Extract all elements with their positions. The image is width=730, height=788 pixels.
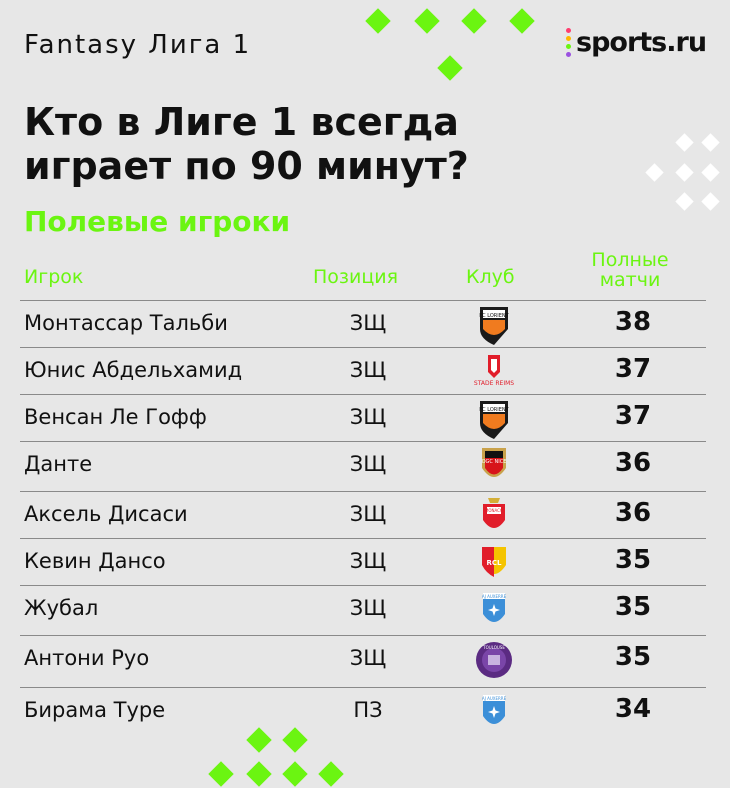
full-matches-value: 34: [614, 694, 652, 724]
diamond-decoration-icon: [675, 133, 694, 152]
diamond-decoration-icon: [701, 133, 720, 152]
table-row: Данте ЗЩ OGC NICE 36: [20, 441, 706, 489]
logo-dots-icon: [566, 28, 571, 57]
club-crest-text: STADE REIMS: [474, 380, 514, 387]
page-title: Кто в Лиге 1 всегда играет по 90 минут?: [24, 100, 644, 188]
sports-ru-logo: sports.ru: [566, 27, 707, 58]
club-crest-text: OGC NICE: [482, 459, 507, 465]
club-crest-text: FC LORIENT: [479, 313, 509, 319]
club-crest-text: FC LORIENT: [479, 407, 509, 413]
player-position: ЗЩ: [349, 405, 387, 429]
table-row: Монтассар Тальби ЗЩ FC LORIENT 38: [20, 300, 706, 348]
player-position: ЗЩ: [349, 596, 387, 620]
player-name: Жубал: [24, 596, 99, 620]
diamond-decoration-icon: [675, 163, 694, 182]
title-line-1: Кто в Лиге 1 всегда: [24, 100, 459, 144]
player-name: Аксель Дисаси: [24, 502, 188, 526]
diamond-decoration-icon: [318, 761, 344, 787]
player-position: ПЗ: [353, 698, 383, 722]
club-crest-text: AJ AUXERRE: [482, 696, 507, 701]
table-row: Юнис Абдельхамид ЗЩ STADE REIMS 37: [20, 347, 706, 395]
diamond-decoration-icon: [701, 163, 720, 182]
player-name: Монтассар Тальби: [24, 311, 228, 335]
diamond-decoration-icon: [414, 8, 440, 34]
full-matches-value: 37: [614, 354, 652, 384]
full-matches-value: 35: [614, 545, 652, 575]
full-matches-value: 35: [614, 642, 652, 672]
club-crest-icon: TOULOUSE: [468, 640, 520, 680]
table-row: Венсан Ле Гофф ЗЩ FC LORIENT 37: [20, 394, 706, 442]
full-matches-value: 37: [614, 401, 652, 431]
diamond-decoration-icon: [208, 761, 234, 787]
club-crest-icon: FC LORIENT: [468, 399, 520, 439]
player-name: Антони Руо: [24, 646, 150, 670]
club-crest-icon: STADE REIMS: [468, 352, 520, 392]
player-name: Кевин Дансо: [24, 549, 166, 573]
diamond-decoration-icon: [437, 55, 463, 81]
table-row: Жубал ЗЩ AJ AUXERRE 35: [20, 585, 706, 633]
player-position: ЗЩ: [349, 358, 387, 382]
table-row: Аксель Дисаси ЗЩ MONACO 36: [20, 491, 706, 539]
column-header-player: Игрок: [24, 266, 84, 288]
full-matches-value: 38: [614, 307, 652, 337]
player-position: ЗЩ: [349, 311, 387, 335]
column-header-full-line1: Полные: [591, 249, 669, 271]
player-position: ЗЩ: [349, 646, 387, 670]
table-row: Антони Руо ЗЩ TOULOUSE 35: [20, 635, 706, 683]
diamond-decoration-icon: [365, 8, 391, 34]
table-row: Бирама Туре ПЗ AJ AUXERRE 34: [20, 687, 706, 735]
diamond-decoration-icon: [675, 192, 694, 211]
kicker-label: Fantasy Лига 1: [24, 30, 252, 60]
full-matches-value: 36: [614, 448, 652, 478]
club-crest-text: AJ AUXERRE: [482, 594, 507, 599]
club-crest-icon: RCL: [468, 543, 520, 583]
diamond-decoration-icon: [461, 8, 487, 34]
club-crest-icon: FC LORIENT: [468, 305, 520, 345]
section-subtitle: Полевые игроки: [24, 205, 291, 238]
full-matches-value: 35: [614, 592, 652, 622]
diamond-decoration-icon: [509, 8, 535, 34]
diamond-decoration-icon: [701, 192, 720, 211]
column-header-full-matches: Полные матчи: [575, 250, 685, 290]
column-header-full-line2: матчи: [599, 269, 661, 291]
column-header-position: Позиция: [313, 266, 399, 288]
club-crest-text: RCL: [487, 559, 503, 567]
full-matches-value: 36: [614, 498, 652, 528]
player-name: Венсан Ле Гофф: [24, 405, 207, 429]
player-name: Юнис Абдельхамид: [24, 358, 243, 382]
brand-name: sports.ru: [576, 27, 707, 58]
title-line-2: играет по 90 минут?: [24, 144, 469, 188]
column-header-club: Клуб: [466, 266, 515, 288]
club-crest-text: TOULOUSE: [482, 645, 505, 650]
club-crest-text: MONACO: [485, 508, 503, 513]
club-crest-icon: MONACO: [468, 496, 520, 536]
player-name: Бирама Туре: [24, 698, 166, 722]
club-crest-icon: OGC NICE: [468, 446, 520, 486]
table-row: Кевин Дансо ЗЩ RCL 35: [20, 538, 706, 586]
player-position: ЗЩ: [349, 452, 387, 476]
player-position: ЗЩ: [349, 549, 387, 573]
player-position: ЗЩ: [349, 502, 387, 526]
club-crest-icon: AJ AUXERRE: [468, 692, 520, 732]
player-name: Данте: [24, 452, 93, 476]
diamond-decoration-icon: [645, 163, 664, 182]
diamond-decoration-icon: [282, 761, 308, 787]
diamond-decoration-icon: [246, 761, 272, 787]
club-crest-icon: AJ AUXERRE: [468, 590, 520, 630]
